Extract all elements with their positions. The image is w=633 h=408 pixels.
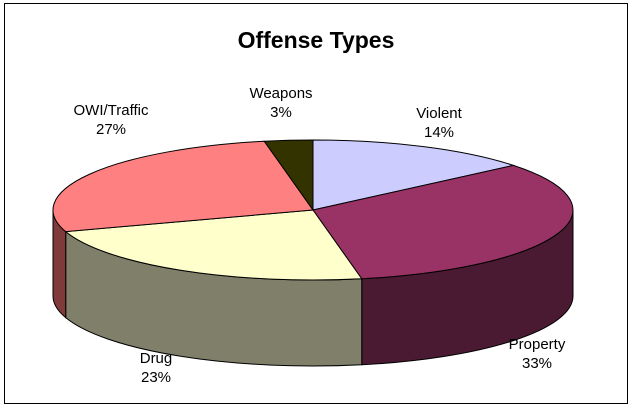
slice-category-violent: Violent: [416, 105, 462, 122]
pie-sides: [52, 209, 574, 367]
pie-slice-drug: [64, 209, 363, 281]
slice-category-property: Property: [509, 336, 566, 353]
slice-percent-violent: 14%: [424, 124, 454, 141]
slice-category-weapons: Weapons: [249, 85, 312, 102]
slice-percent-property: 33%: [522, 355, 552, 372]
chart-title: Offense Types: [238, 27, 395, 53]
pie-tops: [52, 139, 574, 281]
slice-percent-owi-traffic: 27%: [96, 121, 126, 138]
slice-label-weapons: Weapons 3%: [249, 85, 312, 121]
pie-slice-owi-traffic: [52, 140, 314, 233]
slice-category-drug: Drug: [140, 350, 173, 367]
pie-slice-weapons: [263, 139, 314, 212]
pie-slice-violent: [312, 139, 516, 211]
slice-label-drug: Drug 23%: [140, 350, 173, 386]
slice-label-owi-traffic: OWI/Traffic 27%: [74, 102, 150, 138]
slice-percent-weapons: 3%: [270, 104, 292, 121]
slice-label-property: Property 33%: [509, 336, 566, 372]
slice-percent-drug: 23%: [141, 369, 171, 386]
pie-labels: Violent 14% Property 33% Drug 23% OWI/Traffic 2…: [74, 85, 566, 386]
slice-label-violent: Violent 14%: [416, 105, 462, 141]
slice-category-owi-traffic: OWI/Traffic: [74, 102, 150, 119]
pie-slice-property: [312, 164, 574, 280]
